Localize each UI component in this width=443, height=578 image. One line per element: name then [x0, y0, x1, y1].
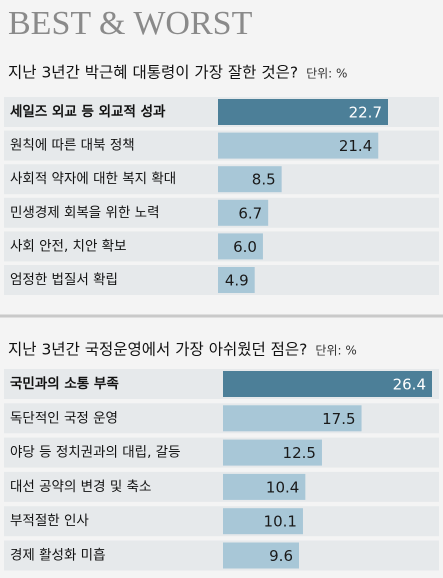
- bar: [218, 166, 282, 193]
- value-label: 12.5: [283, 444, 316, 462]
- bar: [223, 405, 362, 432]
- value-label: 26.4: [393, 376, 426, 394]
- bar: [223, 371, 432, 397]
- bar: [223, 473, 306, 500]
- value-label: 10.4: [266, 478, 299, 496]
- category-label: 야당 등 정치권과의 대립, 갈등: [10, 445, 181, 461]
- category-label: 사회적 약자에 대한 복지 확대: [10, 171, 176, 187]
- category-label: 사회 안전, 치안 확보: [10, 238, 127, 254]
- bar: [218, 132, 379, 159]
- category-label: 민생경제 회복을 위한 노력: [10, 205, 160, 221]
- category-label: 엄정한 법질서 확립: [10, 272, 118, 288]
- bar: [223, 439, 322, 466]
- row-background: [4, 471, 439, 502]
- bar: [223, 508, 303, 535]
- value-label: 10.1: [264, 513, 297, 531]
- value-label: 6.7: [238, 204, 262, 222]
- bar: [218, 267, 255, 293]
- row-background: [4, 540, 439, 571]
- unit-label: 단위: %: [315, 344, 356, 358]
- category-label: 대선 공약의 변경 및 축소: [10, 479, 151, 495]
- row-background: [4, 437, 439, 468]
- bar: [218, 233, 263, 260]
- category-label: 경제 활성화 미흡: [10, 548, 106, 564]
- value-label: 6.0: [233, 238, 257, 256]
- value-label: 22.7: [349, 104, 382, 122]
- bar: [223, 542, 299, 569]
- value-label: 21.4: [339, 137, 372, 155]
- category-label: 원칙에 따른 대북 정책: [10, 138, 135, 154]
- category-label: 세일즈 외교 등 외교적 성과: [10, 103, 166, 120]
- chart-title: 지난 3년간 박근혜 대통령이 가장 잘한 것은?: [8, 64, 298, 82]
- row-background: [4, 506, 439, 537]
- chart-title: 지난 3년간 국정운영에서 가장 아쉬웠던 점은?: [8, 341, 307, 359]
- page-title: BEST & WORST: [8, 5, 253, 42]
- value-label: 4.9: [225, 272, 249, 290]
- value-label: 8.5: [252, 171, 276, 189]
- row-background: [4, 403, 439, 434]
- value-label: 9.6: [269, 547, 293, 565]
- unit-label: 단위: %: [306, 67, 347, 81]
- bar: [218, 99, 388, 125]
- value-label: 17.5: [322, 410, 355, 428]
- category-label: 독단적인 국정 운영: [10, 410, 118, 426]
- category-label: 부적절한 인사: [10, 513, 89, 529]
- category-label: 국민과의 소통 부족: [10, 375, 119, 392]
- bar: [218, 199, 269, 226]
